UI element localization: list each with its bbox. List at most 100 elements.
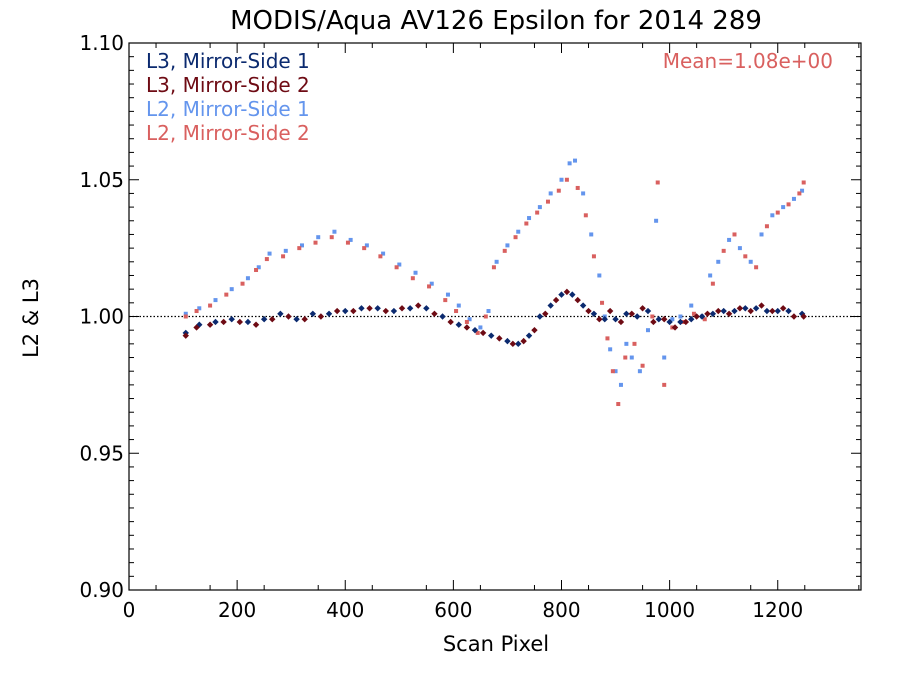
y-tick-label: 1.05 [79, 168, 124, 192]
data-point [269, 316, 276, 323]
data-point [632, 341, 637, 346]
data-point [763, 307, 771, 315]
data-point [516, 229, 521, 234]
data-point [378, 254, 383, 259]
data-point [693, 313, 700, 320]
data-point [240, 281, 245, 286]
data-point [455, 321, 462, 328]
data-point [332, 229, 337, 234]
data-point [689, 303, 694, 308]
data-point [747, 307, 754, 315]
data-point [467, 317, 472, 322]
data-point [260, 316, 268, 323]
x-tick-label: 400 [326, 598, 364, 622]
axis-ticks: 0 200 400 600 800 1000 1200 0.90 0.95 1.00 1.05 1.1… [79, 31, 861, 622]
y-tick-label: 1.10 [79, 31, 124, 55]
data-point [645, 328, 650, 333]
data-point [447, 318, 454, 326]
data-point [267, 251, 272, 256]
data-point [666, 318, 673, 326]
data-point [413, 270, 418, 275]
data-point [629, 355, 634, 360]
data-point [513, 235, 518, 240]
data-point [612, 316, 619, 323]
data-point [505, 243, 510, 248]
data-point [342, 307, 349, 315]
data-point [797, 191, 802, 196]
data-point [596, 316, 603, 323]
data-point [277, 310, 284, 317]
data-point [454, 309, 459, 314]
data-point [758, 302, 765, 309]
data-point [589, 232, 594, 237]
legend-entry: L3, Mirror-Side 2 [146, 73, 310, 97]
data-point [618, 382, 623, 387]
data-point [585, 307, 592, 315]
x-tick-label: 0 [123, 598, 136, 622]
data-point [397, 262, 402, 267]
data-point [731, 307, 738, 315]
data-point [616, 402, 621, 407]
data-point [525, 332, 533, 339]
data-point [558, 291, 565, 298]
data-point [785, 307, 792, 315]
data-point [623, 355, 628, 360]
data-point [536, 313, 544, 320]
data-point [483, 314, 488, 319]
data-point [456, 303, 461, 308]
data-point [637, 369, 642, 374]
data-point [252, 321, 260, 328]
data-point [256, 265, 261, 270]
data-point [479, 329, 487, 337]
data-point [524, 221, 529, 226]
data-point [464, 319, 469, 324]
data-point [702, 317, 707, 322]
data-point [527, 216, 532, 221]
data-point [769, 307, 776, 315]
data-point [698, 313, 706, 320]
data-point [194, 309, 199, 314]
data-point [597, 273, 602, 278]
x-tick-label: 600 [434, 598, 472, 622]
data-point [283, 248, 288, 253]
data-point [398, 305, 406, 312]
data-point [228, 316, 235, 323]
data-point [325, 310, 333, 317]
data-point [520, 337, 527, 345]
data-point [245, 276, 250, 281]
data-point [764, 224, 769, 229]
data-point [309, 310, 317, 317]
data-point [548, 191, 553, 196]
data-point [193, 324, 200, 331]
data-point [774, 307, 781, 315]
data-point [415, 302, 422, 309]
data-point [654, 218, 659, 223]
data-point [709, 310, 717, 317]
plot-frame [128, 42, 862, 591]
data-point [381, 251, 386, 256]
data-point [613, 369, 618, 374]
x-tick-label: 1200 [752, 598, 803, 622]
data-point [727, 237, 732, 242]
data-point [650, 318, 657, 326]
data-point [742, 305, 749, 312]
data-point [801, 180, 806, 185]
data-point [364, 243, 369, 248]
data-point [229, 287, 234, 292]
data-point [244, 318, 252, 326]
data-point [633, 313, 641, 320]
x-tick-label: 200 [218, 598, 256, 622]
data-point [608, 347, 613, 352]
data-point [358, 305, 365, 312]
data-point [297, 246, 302, 251]
data-point [264, 257, 269, 262]
data-point [748, 259, 753, 264]
data-point [591, 254, 596, 259]
data-point [281, 254, 286, 259]
data-point [661, 316, 668, 323]
data-point [624, 341, 629, 346]
data-point [316, 235, 321, 240]
data-point [478, 325, 483, 330]
